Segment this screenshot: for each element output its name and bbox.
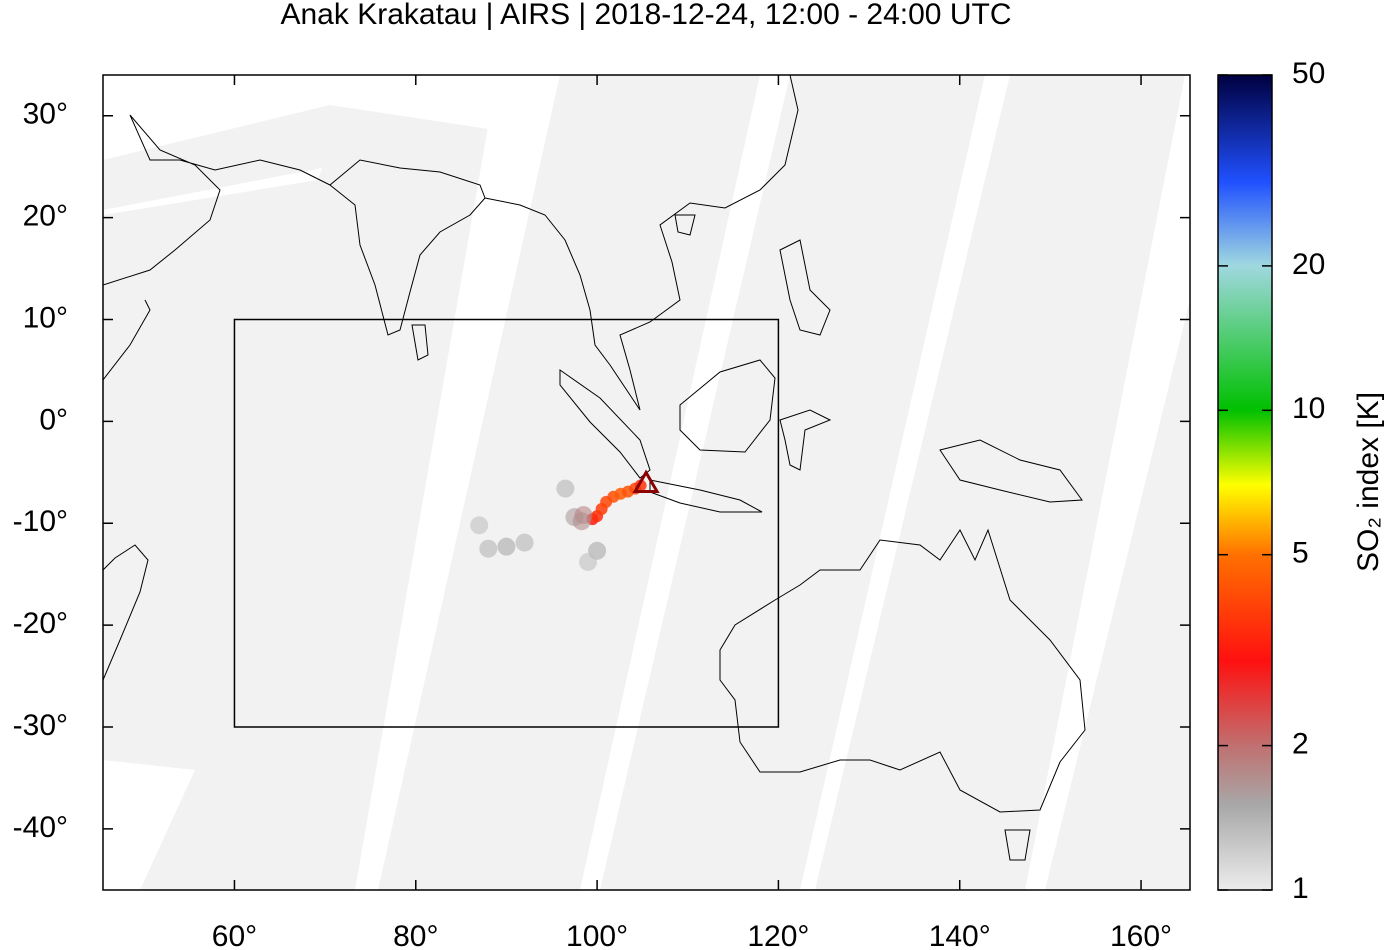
y-tick-label: 30° bbox=[23, 98, 68, 131]
y-tick-label: 20° bbox=[23, 200, 68, 233]
y-tick-label: -40° bbox=[13, 811, 68, 844]
colorbar-label: SO₂ index [K] bbox=[1352, 392, 1385, 572]
colorbar-tick-label: 2 bbox=[1292, 728, 1309, 761]
map-area bbox=[103, 75, 1190, 890]
x-tick-label: 140° bbox=[929, 920, 991, 950]
colorbar-tick-label: 20 bbox=[1292, 248, 1325, 281]
so2-pixel bbox=[579, 552, 598, 571]
y-tick-label: -20° bbox=[13, 607, 68, 640]
x-tick-label: 100° bbox=[566, 920, 628, 950]
so2-pixel bbox=[470, 516, 489, 535]
so2-pixel bbox=[497, 537, 516, 556]
so2-pixel bbox=[572, 512, 591, 531]
so2-plume bbox=[470, 479, 647, 571]
y-tick-label: 0° bbox=[39, 403, 68, 436]
colorbar-tick-label: 50 bbox=[1292, 57, 1325, 90]
colorbar-tick-label: 1 bbox=[1292, 872, 1309, 905]
volcano-marker bbox=[632, 469, 660, 494]
x-tick-label: 80° bbox=[393, 920, 438, 950]
y-tick-label: -30° bbox=[13, 709, 68, 742]
plot-frame bbox=[102, 74, 1191, 891]
region-box bbox=[233, 318, 780, 728]
colorbar-tick-label: 10 bbox=[1292, 392, 1325, 425]
swath-gaps bbox=[103, 75, 1190, 890]
colorbar-tick-label: 5 bbox=[1292, 537, 1309, 570]
x-tick-label: 120° bbox=[747, 920, 809, 950]
x-tick-label: 160° bbox=[1110, 920, 1172, 950]
y-tick-label: 10° bbox=[23, 301, 68, 334]
coastlines bbox=[103, 75, 1086, 861]
so2-pixel bbox=[556, 479, 575, 498]
x-tick-label: 60° bbox=[212, 920, 257, 950]
so2-pixel bbox=[515, 533, 534, 552]
so2-pixel bbox=[479, 539, 498, 558]
colorbar bbox=[1217, 74, 1273, 891]
y-tick-label: -10° bbox=[13, 505, 68, 538]
map-title: Anak Krakatau | AIRS | 2018-12-24, 12:00… bbox=[280, 0, 1011, 31]
swath-coverage bbox=[103, 75, 1190, 890]
